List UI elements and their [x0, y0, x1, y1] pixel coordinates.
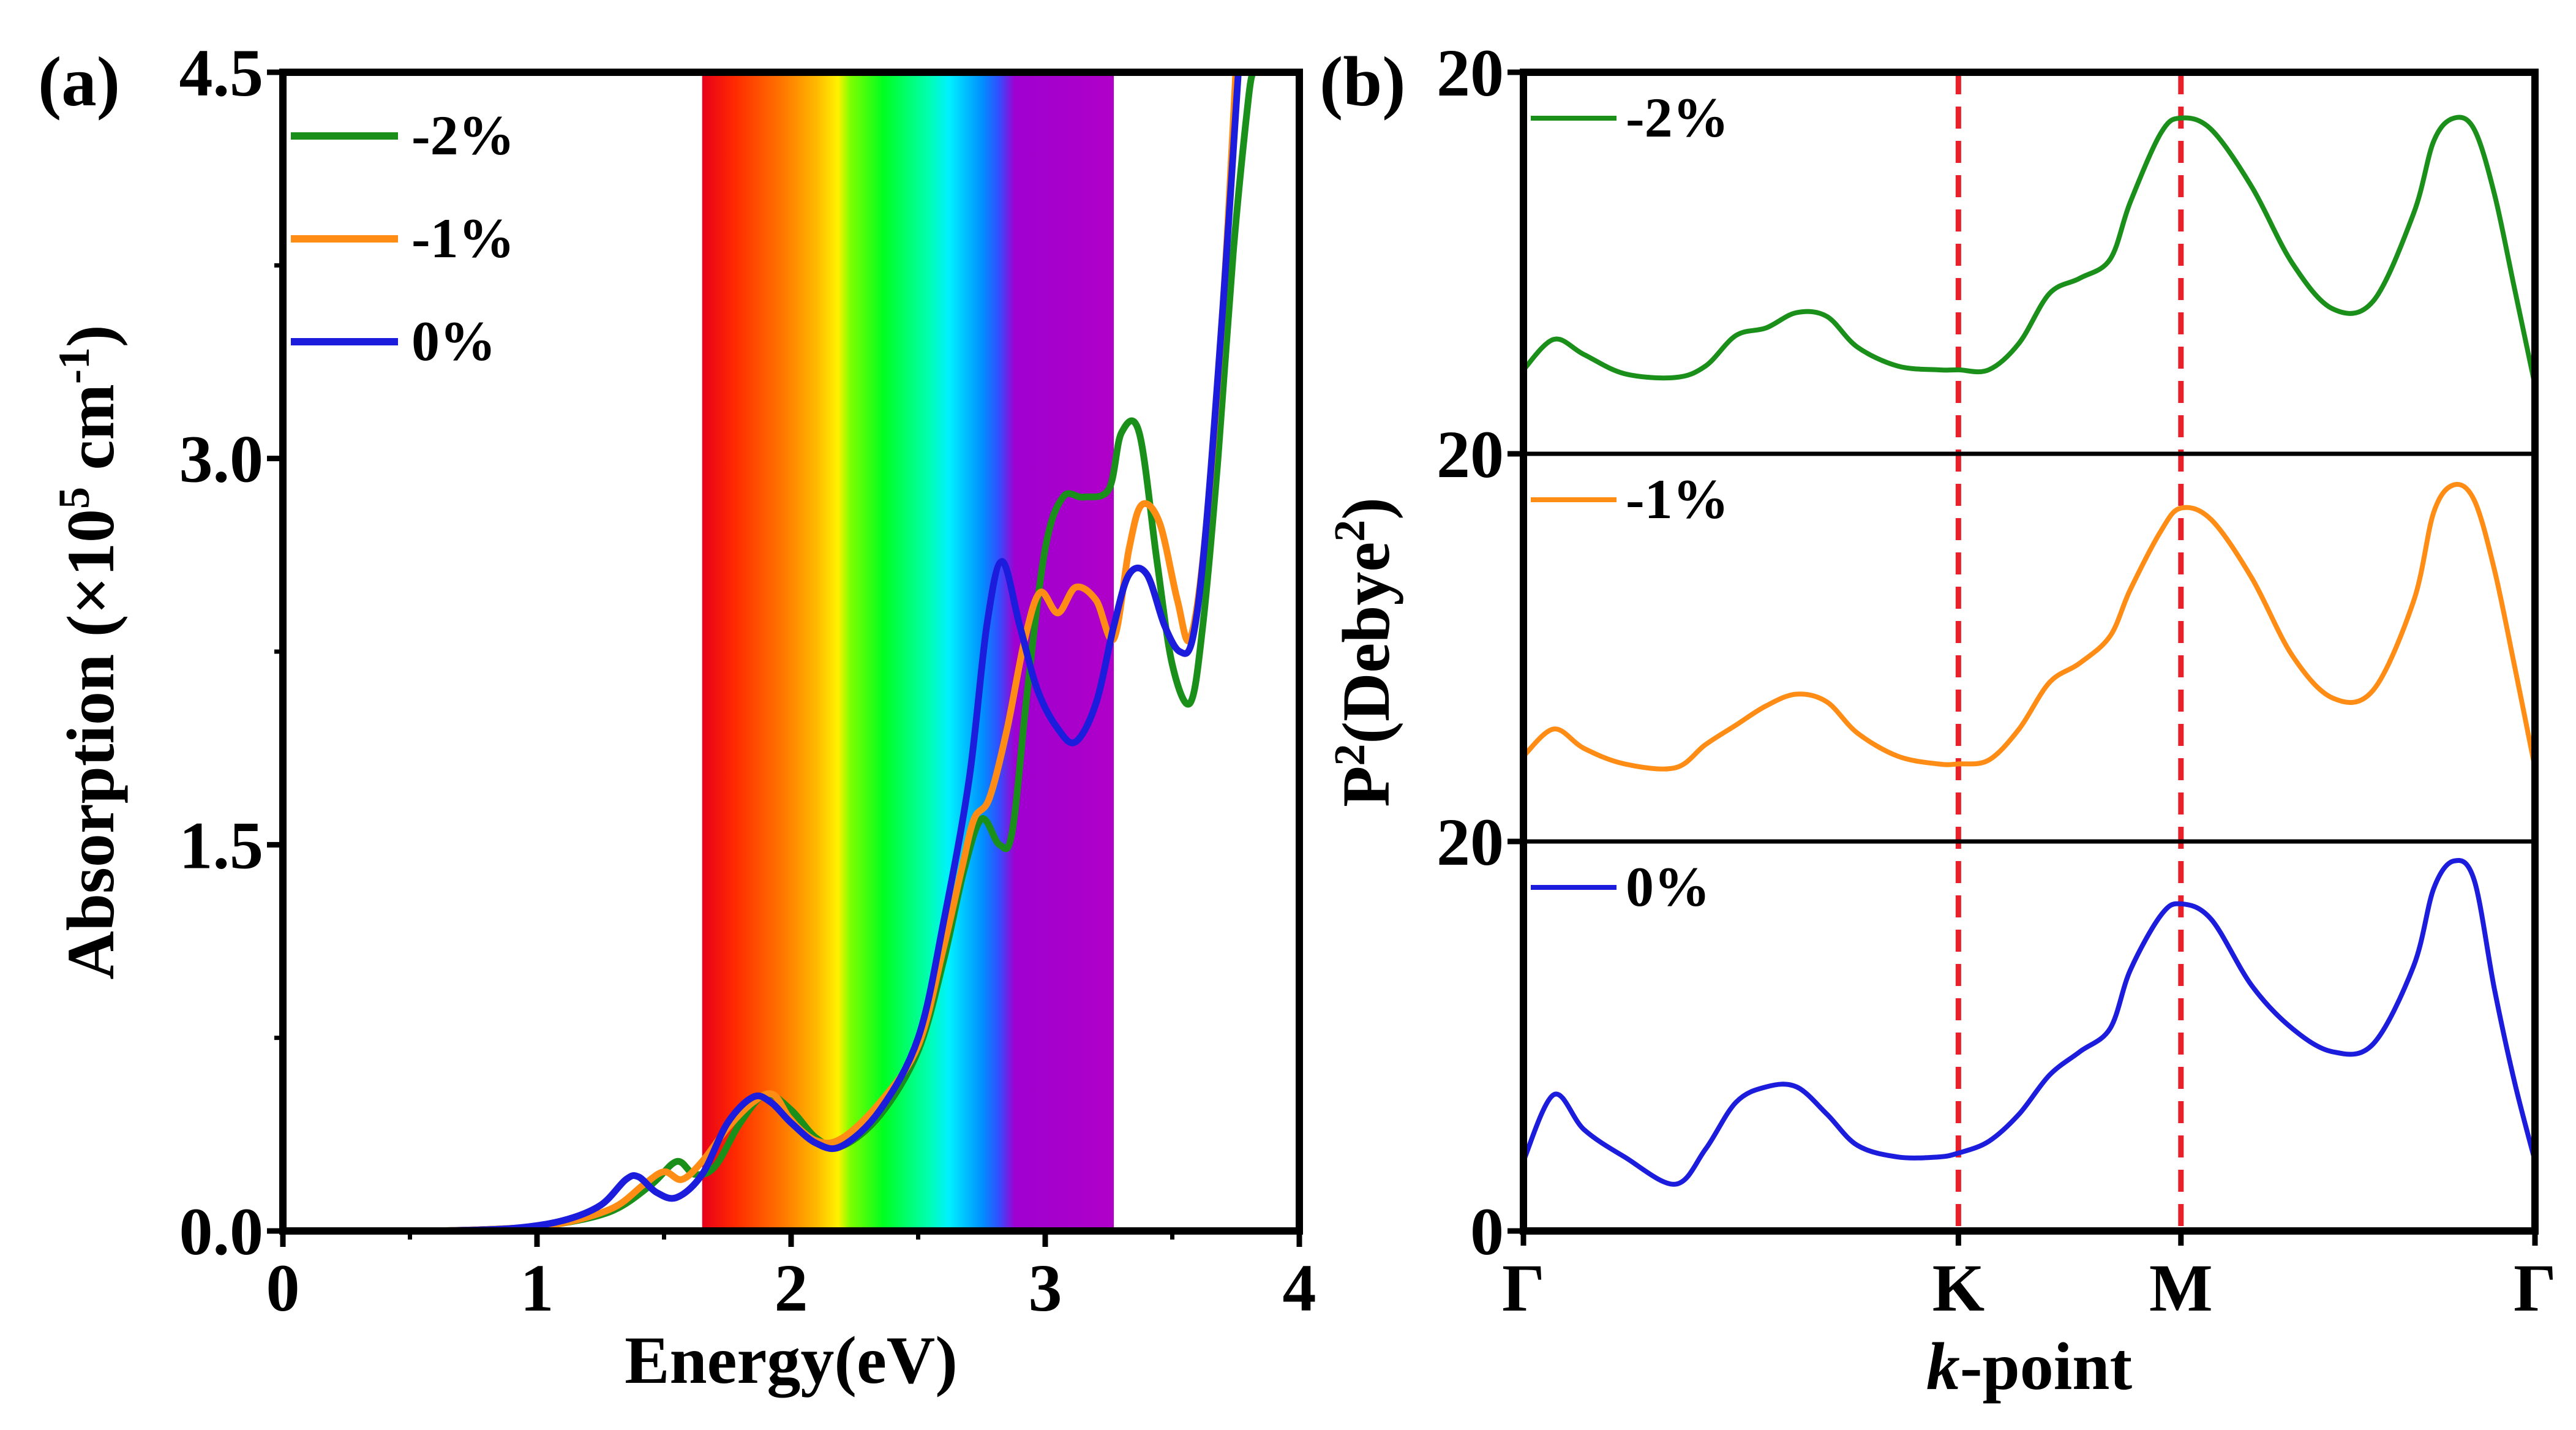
dipole-line-0%	[1523, 857, 2535, 1187]
legend-b: -2% -1% 0%	[1531, 86, 1729, 918]
y-axis-label-b: P2(Debye2)	[1325, 497, 1403, 807]
panel-label-b: (b)	[1320, 43, 1406, 121]
x-axis-label-a: Energy(eV)	[625, 1323, 958, 1398]
dipole-line--2%	[1523, 115, 2535, 388]
x-tick-label-a: 4	[1283, 1251, 1316, 1325]
dipole-series-group	[1523, 115, 2535, 1187]
legend-label-a: 0%	[411, 310, 496, 372]
legend-label-b: 0%	[1626, 856, 1710, 918]
high-symmetry-lines	[1955, 72, 2184, 1231]
dipole-line--1%	[1523, 481, 2535, 772]
absorption-series-group	[432, 72, 1257, 1231]
y-tick-label-b: 20	[1436, 417, 1504, 492]
x-tick-label-b: Γ	[2514, 1251, 2556, 1325]
visible-spectrum-band	[702, 72, 1114, 1231]
x-tick-label-b: K	[1932, 1251, 1985, 1325]
x-tick-label-b: M	[2149, 1251, 2213, 1325]
absorption-chart: 0 1 2 3 4 0.0 1.5 3.0 4.5 (a) Energy(eV) Absorpt…	[38, 36, 1316, 1398]
axis-ticks-a: 0 1 2 3 4 0.0 1.5 3.0 4.5	[179, 36, 1316, 1325]
legend-label-a: -1%	[411, 207, 515, 269]
x-tick-label-a: 2	[775, 1251, 808, 1325]
absorption-line--1%	[432, 72, 1239, 1231]
x-axis-label-b: k-point	[1926, 1329, 2133, 1404]
absorption-line-0%	[432, 72, 1242, 1231]
y-tick-label-b: 20	[1436, 36, 1504, 110]
x-tick-label-a: 0	[266, 1251, 300, 1325]
x-tick-label-b: Γ	[1502, 1251, 1545, 1325]
panel-label-a: (a)	[38, 43, 120, 121]
x-tick-label-a: 3	[1029, 1251, 1062, 1325]
y-tick-label-b: 20	[1436, 805, 1504, 879]
legend-label-b: -2%	[1626, 86, 1729, 149]
x-tick-label-a: 1	[520, 1251, 554, 1325]
plot-frame-b	[1520, 69, 2539, 1235]
y-tick-label-a: 1.5	[179, 808, 264, 882]
y-tick-label-a: 0.0	[179, 1194, 264, 1269]
legend-label-a: -2%	[411, 104, 515, 167]
y-tick-label-a: 4.5	[179, 36, 264, 110]
y-tick-label-a: 3.0	[179, 422, 264, 497]
y-axis-label-a: Absorption (×105 cm-1)	[50, 325, 128, 979]
y-tick-label-b: 0	[1470, 1194, 1504, 1269]
legend-a: -2% -1% 0%	[291, 104, 515, 372]
legend-label-b: -1%	[1626, 468, 1729, 530]
